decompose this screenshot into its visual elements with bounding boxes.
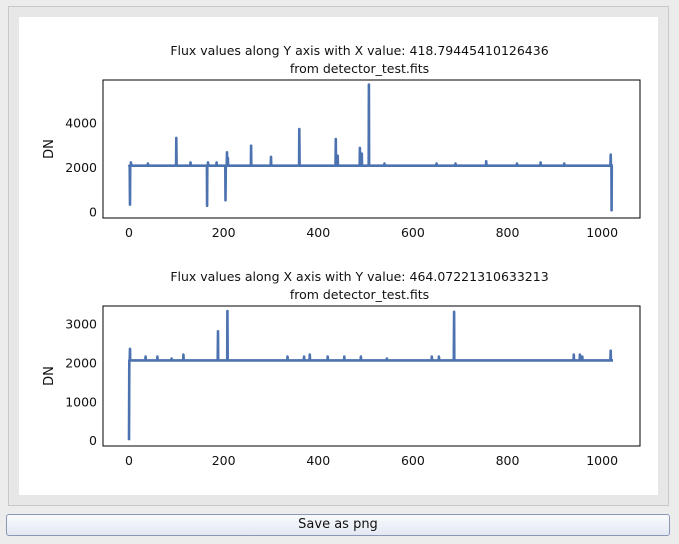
x-tick-label: 200 [212,453,236,468]
x-tick-label: 1000 [586,225,618,240]
y-tick-label: 3000 [65,317,97,332]
y-tick-label: 0 [89,433,97,448]
x-tick-label: 400 [306,225,330,240]
y-tick-label: 0 [89,204,97,219]
figure-canvas: Flux values along Y axis with X value: 4… [19,17,658,495]
y-axis-label: DN [42,366,57,386]
chart-subtitle: from detector_test.fits [290,287,429,302]
x-tick-label: 200 [212,225,236,240]
chart-title: Flux values along Y axis with X value: 4… [170,43,548,58]
x-tick-label: 0 [125,453,133,468]
x-tick-label: 800 [496,225,520,240]
x-tick-label: 800 [496,453,520,468]
y-tick-label: 1000 [65,394,97,409]
chart-title: Flux values along X axis with Y value: 4… [170,269,548,284]
x-tick-label: 600 [401,225,425,240]
figure-svg: Flux values along Y axis with X value: 4… [42,43,641,468]
chart-subtitle: from detector_test.fits [290,61,429,76]
x-tick-label: 600 [401,453,425,468]
series-line [127,83,614,212]
y-tick-label: 2000 [65,160,97,175]
axes-frame [102,79,641,219]
y-tick-label: 4000 [65,115,97,130]
plot-frame: Flux values along Y axis with X value: 4… [8,6,669,506]
x-tick-label: 400 [306,453,330,468]
y-axis-label: DN [42,139,57,159]
y-tick-label: 2000 [65,355,97,370]
series-line [127,309,613,441]
save-as-png-button[interactable]: Save as png [6,514,670,536]
chart-2: Flux values along X axis with Y value: 4… [42,269,641,468]
x-tick-label: 1000 [586,453,618,468]
chart-1: Flux values along Y axis with X value: 4… [42,43,641,240]
x-tick-label: 0 [125,225,133,240]
axes-frame [102,305,641,447]
